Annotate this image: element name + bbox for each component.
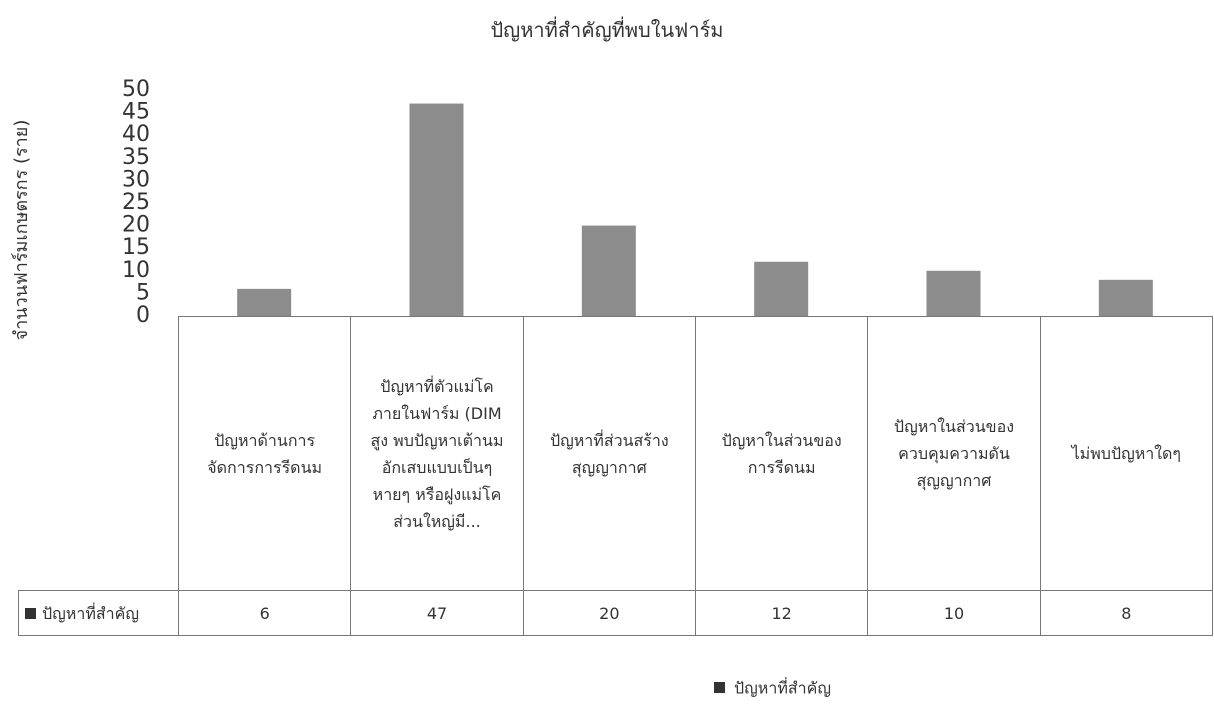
bar [581,225,636,316]
y-tick-label: 50 [122,77,150,102]
bar [926,270,981,316]
data-table-value: 6 [178,590,352,636]
category-cell: ปัญหาในส่วนของควบคุมความดันสุญญากาศ [867,316,1041,591]
category-cell: ไม่พบปัญหาใดๆ [1039,316,1213,591]
chart-title: ปัญหาที่สำคัญที่พบในฟาร์ม [490,18,724,42]
category-cell: ปัญหาที่ส่วนสร้างสุญญากาศ [522,316,696,591]
data-table-value: 47 [350,590,524,636]
data-table-value: 12 [695,590,869,636]
y-tick-label: 15 [122,235,150,260]
data-table-legend: ปัญหาที่สำคัญ [18,590,179,636]
data-table-value: 20 [522,590,696,636]
y-tick-label: 40 [122,122,150,147]
y-tick-label: 20 [122,213,150,238]
category-cell: ปัญหาด้านการจัดการการรีดนม [178,316,352,591]
y-tick-label: 35 [122,145,150,170]
bar [1098,279,1153,316]
category-cell: ปัญหาที่ตัวแม่โคภายในฟาร์ม (DIM สูง พบปั… [350,316,524,591]
legend-label: ปัญหาที่สำคัญ [734,677,831,698]
y-axis-label: จำนวนฟาร์มเกษตรกร (ราย) [11,120,32,341]
legend-key [714,682,725,693]
legend-label: ปัญหาที่สำคัญ [42,603,139,623]
bar [754,261,809,316]
y-tick-label: 0 [136,303,150,328]
legend-key [25,607,36,619]
data-table-value: 8 [1039,590,1213,636]
category-cell: ปัญหาในส่วนของการรีดนม [695,316,869,591]
y-tick-label: 25 [122,190,150,215]
bar [237,288,292,316]
y-tick-label: 10 [122,258,150,283]
y-tick-label: 45 [122,100,150,125]
bar [409,103,464,316]
y-tick-label: 5 [136,280,150,305]
y-tick-label: 30 [122,167,150,192]
data-table-value: 10 [867,590,1041,636]
